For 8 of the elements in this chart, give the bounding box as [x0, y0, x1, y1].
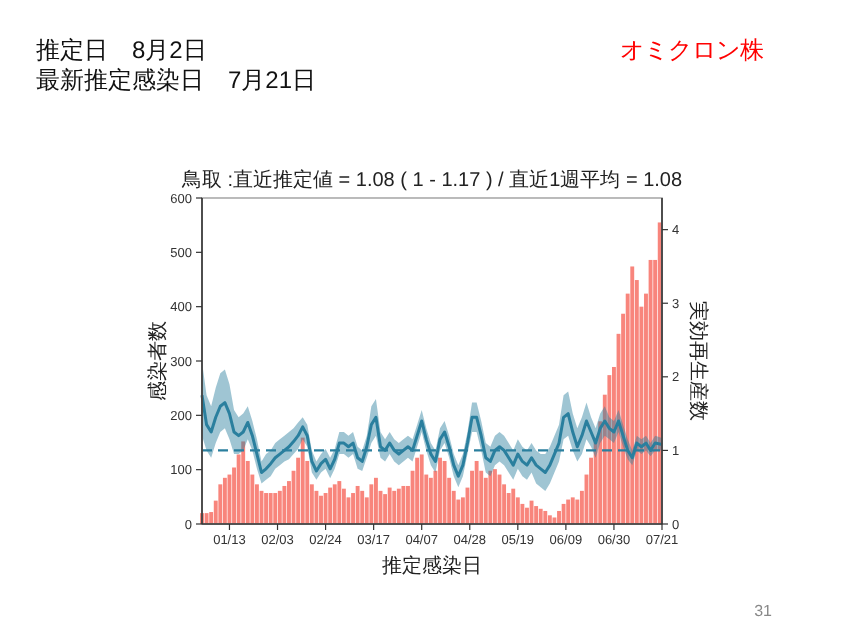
- text: オミクロン株: [620, 36, 764, 64]
- text: 最新推定感染日 7月21日: [36, 66, 317, 94]
- x-axis-title: 推定感染日: [382, 554, 482, 578]
- text: 推定日 8月2日: [36, 36, 207, 64]
- chart-title: 鳥取 :直近推定値 = 1.08 ( 1 - 1.17 ) / 直近1週平均 = 1.08: [179, 168, 683, 192]
- text: 31: [754, 602, 774, 620]
- y-axis-title: 感染者数: [146, 321, 170, 401]
- y2-axis-title: 実効再生産数: [686, 301, 710, 421]
